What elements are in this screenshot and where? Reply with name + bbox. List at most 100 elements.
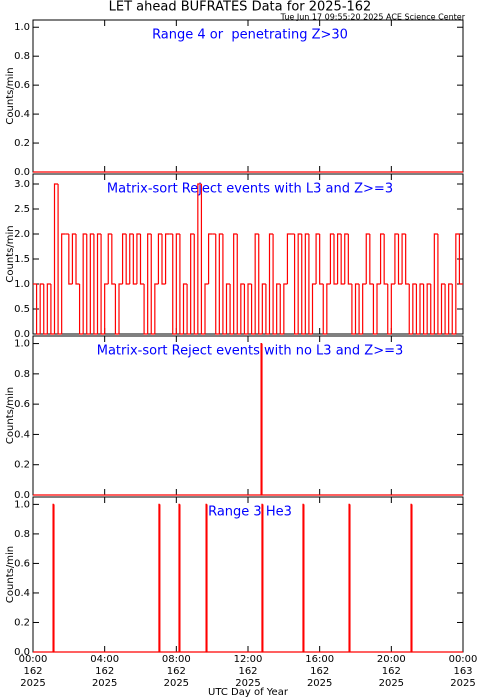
step-segment (46, 283, 51, 334)
x-tick-year: 2025 (235, 678, 260, 689)
step-segment (451, 284, 456, 335)
step-segment (394, 233, 399, 284)
step-segment (333, 234, 338, 285)
step-segment (336, 233, 342, 284)
panel-annotation: Range 3 He3 (208, 505, 292, 520)
x-tick-day: 162 (167, 666, 186, 677)
x-tick-year: 2025 (450, 678, 475, 689)
step-segment (86, 234, 91, 335)
x-tick-year: 2025 (92, 678, 117, 689)
step-segment (448, 283, 453, 334)
y-tick-label: 1.0 (14, 279, 30, 290)
y-tick-label: 1.0 (14, 22, 30, 33)
step-segment (147, 233, 152, 334)
y-tick-label: 0.2 (14, 138, 30, 149)
x-tick-label: 12:00 (234, 654, 263, 665)
plot-frame (32, 335, 464, 496)
step-segment (186, 284, 191, 335)
step-segment (390, 283, 395, 334)
step-segment (261, 283, 266, 334)
step-segment (179, 504, 207, 653)
y-tick-label: 0.8 (14, 51, 30, 62)
step-segment (358, 284, 363, 335)
y-tick-label: 2.5 (14, 204, 30, 215)
step-segment (260, 342, 262, 495)
step-segment (304, 233, 309, 334)
step-segment (233, 233, 238, 334)
step-segment (319, 234, 324, 285)
step-segment (89, 233, 94, 334)
y-tick-label: 0.8 (14, 369, 30, 380)
y-tick-label: 0.6 (14, 399, 30, 410)
step-segment (197, 183, 202, 334)
step-segment (111, 234, 116, 285)
step-segment (265, 284, 270, 335)
step-segment (150, 234, 155, 335)
step-segment (293, 234, 299, 335)
x-tick-label: 20:00 (377, 654, 406, 665)
step-segment (444, 284, 449, 335)
step-segment (311, 283, 317, 334)
y-tick-label: 0.0 (14, 167, 30, 178)
x-axis-label: UTC Day of Year (208, 687, 289, 698)
step-segment (308, 234, 313, 335)
step-segment (104, 283, 109, 334)
step-segment (193, 234, 198, 335)
step-segment (61, 233, 66, 334)
step-segment (458, 234, 463, 285)
y-tick-label: 1.0 (14, 499, 30, 510)
y-tick-label: 0.0 (14, 647, 30, 658)
y-axis-label: Counts/min (5, 387, 16, 444)
x-tick-label: 16:00 (305, 654, 334, 665)
x-tick-year: 2025 (379, 678, 404, 689)
step-segment (247, 283, 252, 334)
y-tick-label: 0.4 (14, 109, 30, 120)
x-tick-year: 2025 (20, 678, 45, 689)
step-segment (408, 284, 413, 335)
step-segment (415, 284, 420, 335)
step-segment (347, 234, 352, 285)
step-segment (412, 283, 417, 334)
y-tick-label: 1.5 (14, 254, 30, 265)
step-segment (419, 283, 424, 334)
step-segment (422, 284, 428, 335)
panel-annotation: Matrix-sort Reject events with no L3 and… (97, 344, 404, 359)
step-segment (182, 283, 188, 334)
x-tick-label: 00:00 (19, 654, 48, 665)
step-segment (250, 284, 256, 335)
step-segment (369, 234, 374, 285)
step-segment (53, 183, 59, 334)
step-segment (455, 233, 460, 334)
step-segment (365, 233, 370, 284)
y-axis-label: Counts/min (5, 546, 16, 603)
step-segment (136, 233, 141, 284)
step-segment (326, 283, 331, 334)
y-tick-label: 0.8 (14, 529, 30, 540)
step-segment (411, 504, 463, 653)
step-segment (206, 504, 262, 653)
step-segment (82, 233, 87, 334)
y-axis-label: Counts/min (5, 225, 16, 282)
x-tick-label: 08:00 (162, 654, 191, 665)
step-segment (179, 234, 184, 335)
step-segment (387, 284, 392, 335)
step-segment (261, 343, 463, 496)
step-segment (43, 284, 48, 335)
step-segment (340, 234, 345, 285)
y-tick-label: 0.4 (14, 429, 30, 440)
step-segment (78, 284, 84, 335)
step-segment (301, 234, 306, 335)
y-tick-label: 0.6 (14, 558, 30, 569)
step-segment (100, 234, 105, 335)
step-segment (379, 233, 385, 284)
x-tick-label: 00:00 (449, 654, 478, 665)
step-segment (344, 233, 349, 284)
step-segment (283, 283, 288, 334)
step-segment (204, 283, 209, 334)
step-segment (50, 284, 55, 335)
step-segment (225, 283, 231, 334)
step-segment (222, 234, 227, 335)
y-tick-label: 0.0 (14, 329, 30, 340)
step-segment (276, 283, 281, 334)
